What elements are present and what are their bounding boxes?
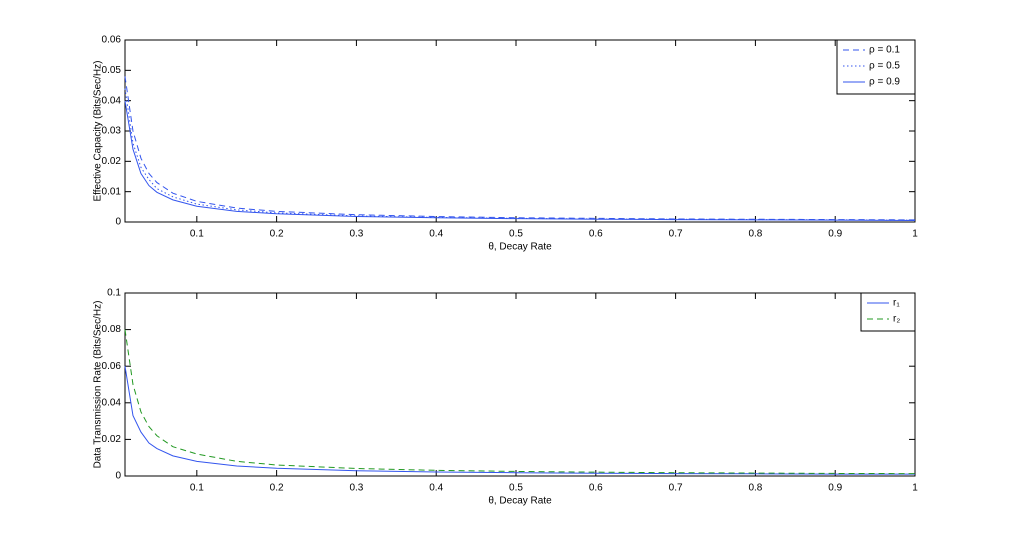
x-tick-label: 0.2: [270, 483, 284, 494]
x-tick-label: 0.8: [748, 483, 762, 494]
y-tick-label: 0.06: [102, 361, 122, 372]
legend-label: r₂: [893, 314, 900, 325]
legend-label: ρ = 0.1: [869, 45, 900, 56]
x-tick-label: 0.7: [669, 483, 683, 494]
x-tick-label: 0.3: [349, 229, 363, 240]
y-tick-label: 0.04: [102, 397, 122, 408]
y-tick-label: 0: [115, 217, 121, 228]
data-line: [124, 366, 915, 475]
x-tick-label: 0.1: [190, 229, 204, 240]
y-tick-label: 0.03: [102, 126, 122, 137]
legend-box: [860, 292, 916, 332]
y-tick-label: 0.02: [102, 434, 122, 445]
data-line: [124, 100, 916, 221]
y-tick-label: 0.02: [102, 156, 122, 167]
y-tick-label: 0.01: [102, 186, 122, 197]
y-tick-label: 0.05: [102, 65, 122, 76]
axes-box: [124, 292, 916, 477]
legend-label: ρ = 0.5: [869, 61, 900, 72]
y-tick-label: 0.06: [102, 35, 122, 46]
y-tick-label: 0.04: [102, 95, 122, 106]
x-tick-label: 0.9: [828, 483, 842, 494]
x-tick-label: 0.8: [748, 229, 762, 240]
y-tick-label: 0.1: [107, 288, 121, 299]
legend-box: [836, 39, 916, 95]
axes-box: [124, 39, 916, 223]
x-tick-label: 0.6: [589, 229, 603, 240]
y-axis-label: Data Transmission Rate (Bits/Sec/Hz): [93, 301, 104, 469]
x-tick-label: 0.5: [509, 483, 523, 494]
x-tick-label: 0.4: [429, 229, 443, 240]
y-tick-label: 0.08: [102, 324, 122, 335]
x-tick-label: 0.5: [509, 229, 523, 240]
x-tick-label: 0.3: [349, 483, 363, 494]
data-line: [124, 329, 916, 475]
x-axis-label: θ, Decay Rate: [488, 496, 552, 507]
legend-label: r₁: [893, 298, 900, 309]
x-tick-label: 0.9: [828, 229, 842, 240]
x-tick-label: 1: [912, 483, 918, 494]
x-tick-label: 0.4: [429, 483, 443, 494]
x-tick-label: 0.6: [589, 483, 603, 494]
legend-label: ρ = 0.9: [869, 77, 900, 88]
x-tick-label: 0.1: [190, 483, 204, 494]
x-tick-label: 0.7: [669, 229, 683, 240]
y-tick-label: 0: [115, 471, 121, 482]
x-tick-label: 0.2: [270, 229, 284, 240]
x-tick-label: 1: [912, 229, 918, 240]
y-axis-label: Effective Capacity (Bits/Sec/Hz): [93, 61, 104, 202]
x-axis-label: θ, Decay Rate: [488, 242, 552, 253]
